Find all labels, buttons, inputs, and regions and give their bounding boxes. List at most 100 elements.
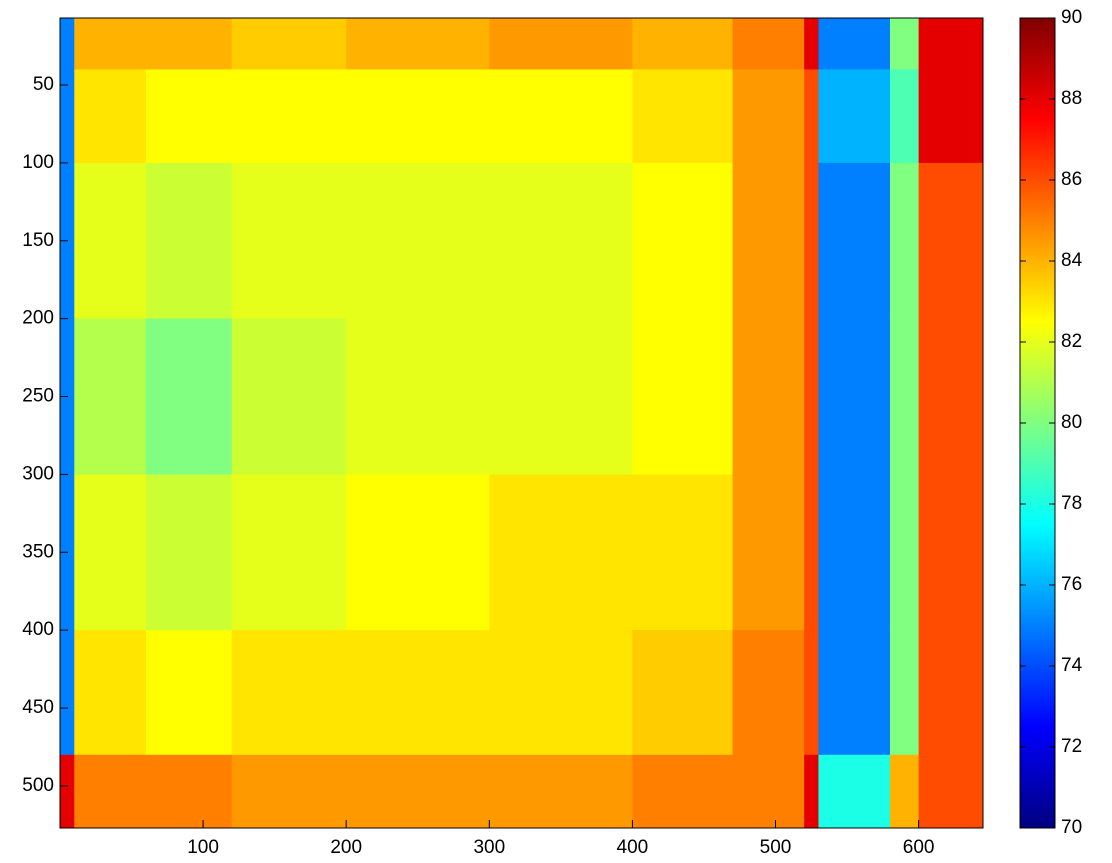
heat-cell xyxy=(919,18,984,70)
y-tick-label: 500 xyxy=(22,775,54,796)
heat-cell xyxy=(804,755,819,829)
heat-cell xyxy=(890,755,919,829)
heat-cell xyxy=(919,474,984,630)
heat-cell xyxy=(890,69,919,163)
heat-cell xyxy=(919,755,984,829)
heat-cell xyxy=(232,474,347,630)
heat-cell xyxy=(232,755,347,829)
x-tick-label: 100 xyxy=(187,837,219,858)
heat-cell xyxy=(818,163,890,319)
y-tick-label: 300 xyxy=(22,463,54,484)
heat-cell xyxy=(146,630,232,755)
colorbar-label: 82 xyxy=(1061,331,1082,352)
heat-cell xyxy=(346,163,490,319)
heat-cell xyxy=(818,69,890,163)
heat-cell xyxy=(74,755,146,829)
heat-cell xyxy=(60,18,75,70)
heat-cell xyxy=(60,69,75,163)
colorbar-label: 84 xyxy=(1061,250,1083,271)
colorbar-label: 74 xyxy=(1061,655,1083,676)
heat-cell xyxy=(733,755,805,829)
heat-cell xyxy=(74,163,146,319)
colorbar-label: 90 xyxy=(1061,7,1082,28)
chart: 100 200 300 400 500 600 50 100 150 200 250 300 350 40… xyxy=(0,0,1112,863)
heat-cell xyxy=(146,319,232,475)
heat-cell xyxy=(804,319,819,475)
colorbar-label: 72 xyxy=(1061,736,1082,757)
heat-cell xyxy=(489,69,633,163)
heat-cell xyxy=(74,18,146,70)
heat-cell xyxy=(890,630,919,755)
heat-cell xyxy=(146,163,232,319)
heat-cell xyxy=(146,755,232,829)
heat-cell xyxy=(60,630,75,755)
heat-cell xyxy=(232,319,347,475)
heat-cell xyxy=(733,163,805,319)
heat-cell xyxy=(346,630,490,755)
heat-cell xyxy=(232,630,347,755)
heat-cell xyxy=(346,18,490,70)
heat-cell xyxy=(733,319,805,475)
heat-cell xyxy=(632,755,733,829)
heat-cell xyxy=(818,630,890,755)
y-tick-label: 200 xyxy=(22,308,54,329)
heat-cell xyxy=(733,18,805,70)
y-tick-label: 150 xyxy=(22,230,54,251)
x-tick-label: 500 xyxy=(760,837,792,858)
colorbar-label: 76 xyxy=(1061,574,1082,595)
heat-cell xyxy=(818,474,890,630)
heat-cell xyxy=(74,69,146,163)
x-tick-label: 600 xyxy=(903,837,935,858)
heat-cell xyxy=(733,69,805,163)
colorbar-label: 80 xyxy=(1061,412,1082,433)
heat-cell xyxy=(919,319,984,475)
y-tick-label: 100 xyxy=(22,152,54,173)
heat-cell xyxy=(890,163,919,319)
heat-cell xyxy=(346,755,490,829)
heat-cell xyxy=(346,319,490,475)
heat-cell xyxy=(804,18,819,70)
y-tick-label: 450 xyxy=(22,697,54,718)
heat-cell xyxy=(346,69,490,163)
heat-cell xyxy=(489,163,633,319)
heat-cell xyxy=(632,474,733,630)
heat-cell xyxy=(489,18,633,70)
heat-cell xyxy=(489,474,633,630)
y-tick-label: 400 xyxy=(22,619,54,640)
heat-cell xyxy=(74,319,146,475)
heat-cell xyxy=(346,474,490,630)
heat-cell xyxy=(74,474,146,630)
heat-cell xyxy=(804,474,819,630)
heat-cell xyxy=(733,474,805,630)
heat-cell xyxy=(232,163,347,319)
heat-cell xyxy=(890,474,919,630)
heat-cell xyxy=(890,319,919,475)
x-tick-label: 400 xyxy=(617,837,649,858)
heat-cell xyxy=(919,630,984,755)
x-tick-label: 200 xyxy=(330,837,362,858)
heat-cell xyxy=(146,474,232,630)
y-tick-label: 250 xyxy=(22,386,54,407)
heat-cell xyxy=(919,163,984,319)
heat-cell xyxy=(804,163,819,319)
colorbar-label: 86 xyxy=(1061,169,1082,190)
heat-cell xyxy=(818,319,890,475)
heat-cell xyxy=(146,69,232,163)
heat-cell xyxy=(804,630,819,755)
heat-cell xyxy=(632,630,733,755)
y-tick-label: 350 xyxy=(22,541,54,562)
heat-cell xyxy=(60,755,75,829)
x-tick-label: 300 xyxy=(473,837,505,858)
heat-cell xyxy=(632,163,733,319)
colorbar-label: 88 xyxy=(1061,88,1082,109)
heat-cell xyxy=(919,69,984,163)
heat-cell xyxy=(74,630,146,755)
heat-cell xyxy=(632,18,733,70)
heat-cell xyxy=(146,18,232,70)
heat-cell xyxy=(632,69,733,163)
y-tick-label: 50 xyxy=(33,74,54,95)
heat-cell xyxy=(489,319,633,475)
colorbar-label: 78 xyxy=(1061,493,1082,514)
colorbar-label: 70 xyxy=(1061,817,1082,838)
heat-cell xyxy=(489,630,633,755)
